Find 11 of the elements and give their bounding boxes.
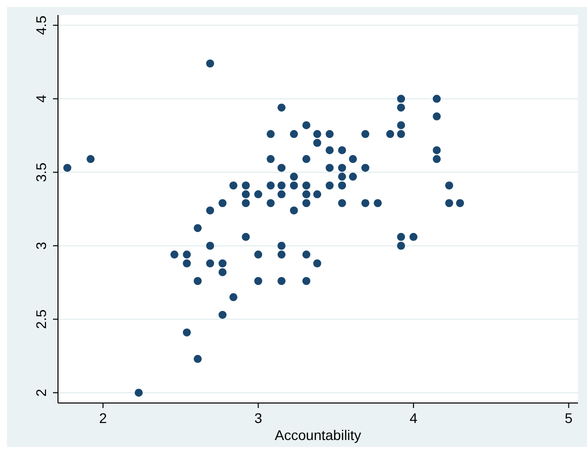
x-tick-label: 2: [99, 410, 108, 426]
x-tick-label: 4: [410, 410, 418, 426]
y-tick-label: 4.5: [33, 15, 49, 36]
x-tick-label: 5: [564, 410, 573, 426]
x-axis-title: Accountability: [274, 427, 362, 443]
y-tick-label: 4: [33, 94, 49, 103]
y-tick-label: 2: [33, 388, 49, 397]
y-tick-label: 3.5: [33, 162, 49, 182]
x-tick-label: 3: [254, 410, 262, 426]
y-tick-label: 2.5: [33, 309, 49, 329]
y-tick-label: 3: [33, 242, 49, 250]
